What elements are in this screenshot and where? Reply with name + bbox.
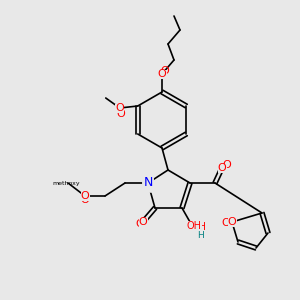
Text: O: O [116, 109, 125, 119]
Text: OH: OH [192, 222, 207, 232]
Text: O: O [139, 217, 147, 227]
FancyBboxPatch shape [80, 191, 89, 200]
FancyBboxPatch shape [139, 218, 148, 226]
Text: O: O [116, 103, 124, 113]
FancyBboxPatch shape [218, 164, 226, 172]
Text: methoxy: methoxy [52, 182, 80, 187]
Text: H: H [195, 230, 201, 238]
Text: O: O [158, 69, 166, 79]
Text: O: O [222, 218, 230, 228]
Text: N: N [143, 176, 153, 190]
Text: O: O [160, 66, 169, 76]
Text: OH: OH [187, 221, 202, 231]
Text: N: N [143, 178, 153, 191]
FancyBboxPatch shape [187, 220, 202, 232]
Text: O: O [223, 160, 231, 170]
FancyBboxPatch shape [227, 218, 236, 226]
Text: O: O [81, 191, 89, 201]
Text: O: O [218, 163, 226, 173]
Text: O: O [228, 217, 236, 227]
Text: O: O [136, 219, 144, 229]
FancyBboxPatch shape [158, 70, 166, 79]
FancyBboxPatch shape [115, 103, 124, 112]
Text: H: H [196, 230, 203, 239]
Text: O: O [81, 195, 89, 205]
FancyBboxPatch shape [143, 178, 153, 188]
FancyBboxPatch shape [196, 230, 205, 239]
